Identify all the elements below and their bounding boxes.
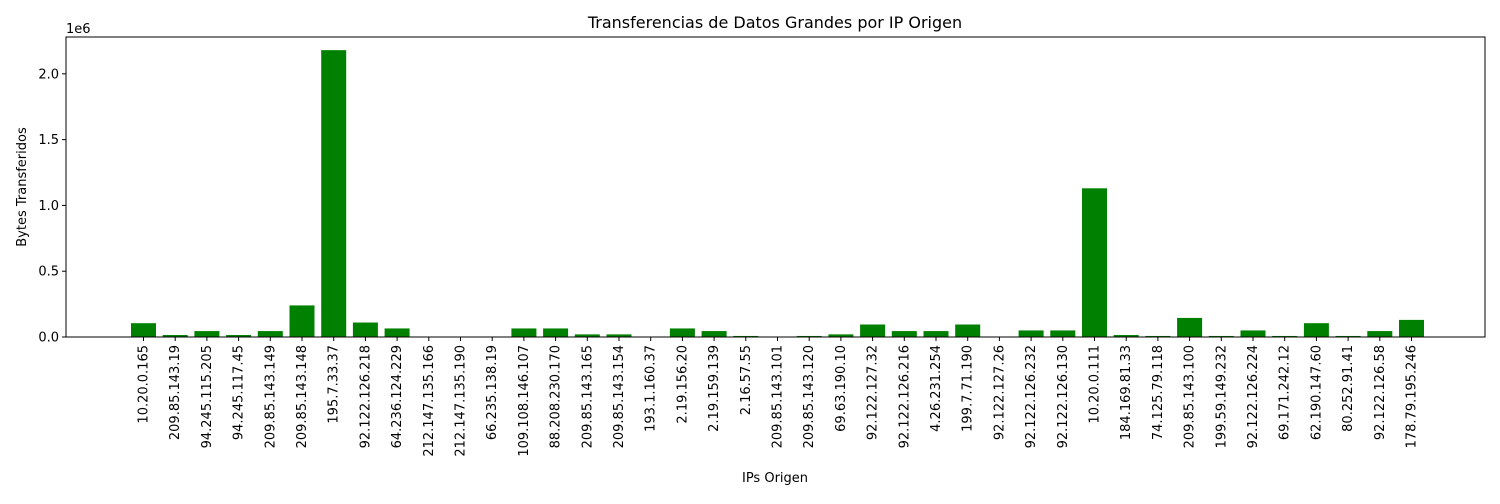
x-tick-label: 212.147.135.166 [422,345,437,457]
bar [574,334,600,337]
bars-layer [131,50,1424,337]
x-tick-label: 92.122.126.216 [897,345,912,448]
bar [796,335,822,337]
bar [194,331,220,337]
x-tick-label: 94.245.117.45 [232,345,247,440]
bar [891,331,917,337]
bar [257,331,283,337]
x-tick-label: 209.85.143.148 [295,345,310,448]
bar [1208,335,1234,337]
x-tick-label: 74.125.79.118 [1151,345,1166,440]
bar [733,335,759,337]
x-tick-label: 199.7.71.190 [961,345,976,432]
x-tick-label: 92.122.126.58 [1373,345,1388,440]
bar [289,305,315,337]
y-tick-label: 0.0 [38,331,59,346]
x-tick-label: 193.1.160.37 [644,345,659,432]
bar [606,334,632,337]
x-tick-label: 88.208.230.170 [549,345,564,448]
bar [131,323,156,337]
x-tick-label: 69.171.242.12 [1278,345,1293,440]
x-tick-label: 199.59.149.232 [1214,345,1229,448]
x-tick-label: 94.245.115.205 [200,345,215,448]
x-tick-label: 178.79.195.246 [1405,345,1420,448]
x-tick-label: 209.85.143.100 [1183,345,1198,448]
bar [162,335,188,337]
bar [701,331,727,337]
bar [543,328,569,337]
bar [860,324,886,337]
bar [1272,335,1298,337]
y-tick-label: 0.5 [38,265,59,280]
bar [1335,335,1361,337]
x-tick-label: 209.85.143.165 [580,345,595,448]
x-tick-label: 209.85.143.154 [612,345,627,448]
bar [384,328,410,337]
x-tick-label: 92.122.126.130 [1056,345,1071,448]
y-axis: 0.0 0.5 1.0 1.5 2.0 [38,67,66,346]
bar [923,331,949,337]
x-tick-label: 92.122.127.32 [866,345,881,440]
bar [1018,330,1044,337]
y-axis-label: Bytes Transferidos [15,127,30,247]
bar [1145,335,1171,337]
bar [1177,317,1203,337]
x-tick-label: 92.122.126.224 [1246,345,1261,448]
x-tick-label: 2.16.57.55 [739,345,754,415]
bar [1240,330,1266,337]
bar [226,335,252,337]
x-tick-label: 2.19.159.139 [707,345,722,432]
x-tick-label: 10.20.0.165 [137,345,152,424]
x-tick-label: 4.26.231.254 [929,345,944,432]
x-tick-label: 195.7.33.37 [327,345,342,424]
x-tick-label: 109.108.146.107 [517,345,532,457]
x-tick-label: 209.85.143.120 [802,345,817,448]
x-tick-label: 10.20.0.111 [1088,345,1103,424]
x-tick-label: 64.236.124.229 [390,345,405,448]
x-tick-label: 69.63.190.10 [834,345,849,432]
x-tick-label: 2.19.156.20 [675,345,690,424]
x-tick-label: 92.122.127.26 [992,345,1007,440]
bar [1399,319,1424,337]
bar [1082,188,1107,337]
bar [511,328,537,337]
x-axis-label: IPs Origen [742,471,808,486]
x-tick-label: 209.85.143.19 [168,345,183,440]
x-tick-label: 212.147.135.190 [454,345,469,457]
y-tick-label: 1.5 [38,133,59,148]
y-axis-offset-label: 1e6 [66,22,91,37]
bar [1113,335,1139,337]
x-tick-label: 80.252.91.41 [1341,345,1356,432]
y-tick-label: 1.0 [38,199,59,214]
x-tick-label: 209.85.143.149 [263,345,278,448]
x-tick-label: 66.235.138.19 [485,345,500,440]
bar [1367,331,1393,337]
x-tick-label: 92.122.126.218 [358,345,373,448]
plot-area-frame [65,36,1486,338]
x-tick-label: 184.169.81.33 [1119,345,1134,440]
bar [828,334,854,337]
bar [321,50,347,337]
bar [1050,330,1076,337]
x-tick-label: 92.122.126.232 [1024,345,1039,448]
bar [669,328,695,337]
x-axis: 10.20.0.165 209.85.143.19 94.245.115.205 94… [137,337,1420,457]
bar [352,322,378,337]
y-tick-label: 2.0 [38,67,59,82]
chart-title: Transferencias de Datos Grandes por IP O… [587,13,962,32]
bar [955,324,981,337]
x-tick-label: 62.190.147.60 [1309,345,1324,440]
bar [1303,323,1329,337]
x-tick-label: 209.85.143.101 [771,345,786,448]
